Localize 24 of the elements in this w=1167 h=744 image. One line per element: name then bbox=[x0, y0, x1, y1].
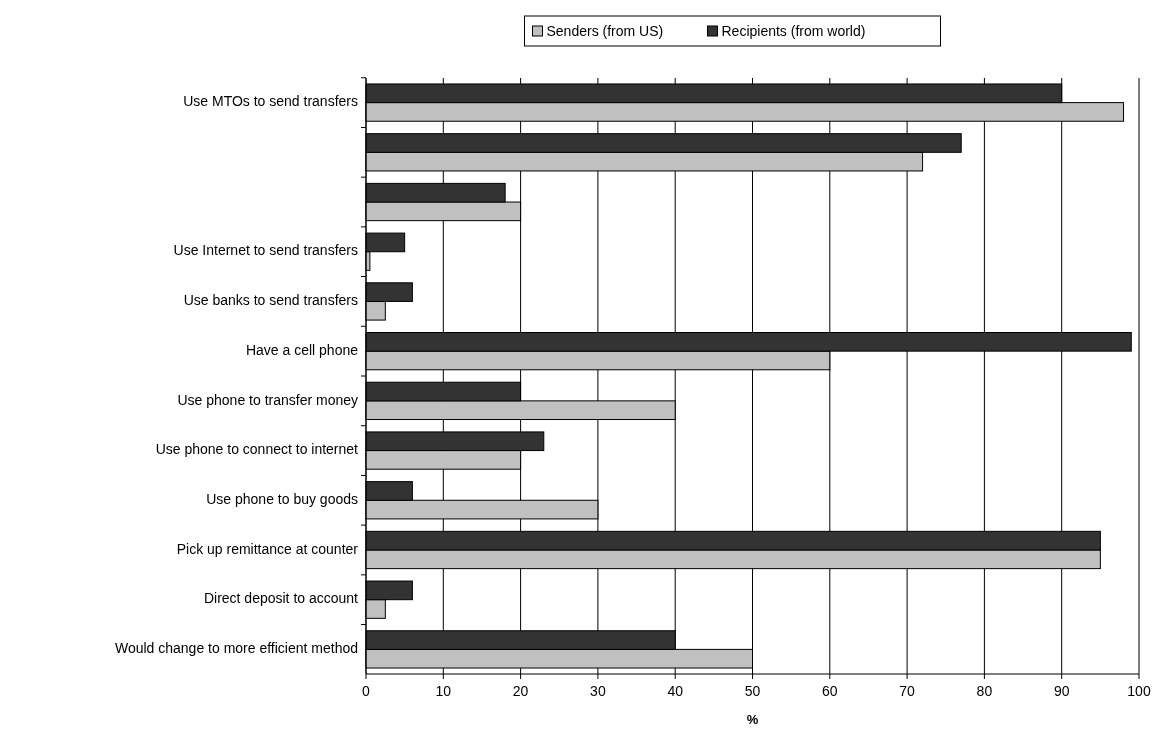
legend-label: Recipients (from world) bbox=[721, 23, 866, 39]
y-tick-label: Pick up remittance at counter bbox=[176, 540, 359, 557]
y-tick-label: Use banks to send transfers bbox=[183, 292, 358, 309]
x-tick-label: 30 bbox=[590, 683, 606, 699]
y-tick-label: Use phone to connect to internet bbox=[155, 441, 359, 458]
y-tick-label: Direct deposit to account bbox=[203, 590, 359, 607]
y-tick-label: Use MTOs to send transfers bbox=[183, 93, 358, 110]
x-tick-label: 70 bbox=[899, 683, 916, 699]
x-tick-label: 0 bbox=[362, 683, 371, 699]
legend-label: Senders (from US) bbox=[546, 23, 664, 39]
x-tick-label: 100 bbox=[1127, 683, 1151, 699]
x-tick-label: 60 bbox=[822, 683, 838, 699]
y-tick-label: Have a cell phone bbox=[245, 341, 359, 358]
y-tick-label: Use phone to buy goods bbox=[206, 490, 358, 507]
y-tick-label: Would change to more efficient method bbox=[114, 640, 358, 657]
x-tick-label: 90 bbox=[1053, 683, 1070, 699]
x-tick-label: 80 bbox=[976, 683, 993, 699]
x-tick-label: 50 bbox=[744, 683, 761, 699]
x-tick-label: 10 bbox=[435, 683, 452, 699]
x-tick-label: 40 bbox=[667, 683, 684, 699]
x-tick-label: 20 bbox=[512, 683, 529, 699]
y-tick-label: Use Internet to send transfers bbox=[173, 242, 358, 259]
y-tick-label: Use phone to transfer money bbox=[177, 391, 358, 408]
x-axis-title: % bbox=[746, 712, 759, 727]
